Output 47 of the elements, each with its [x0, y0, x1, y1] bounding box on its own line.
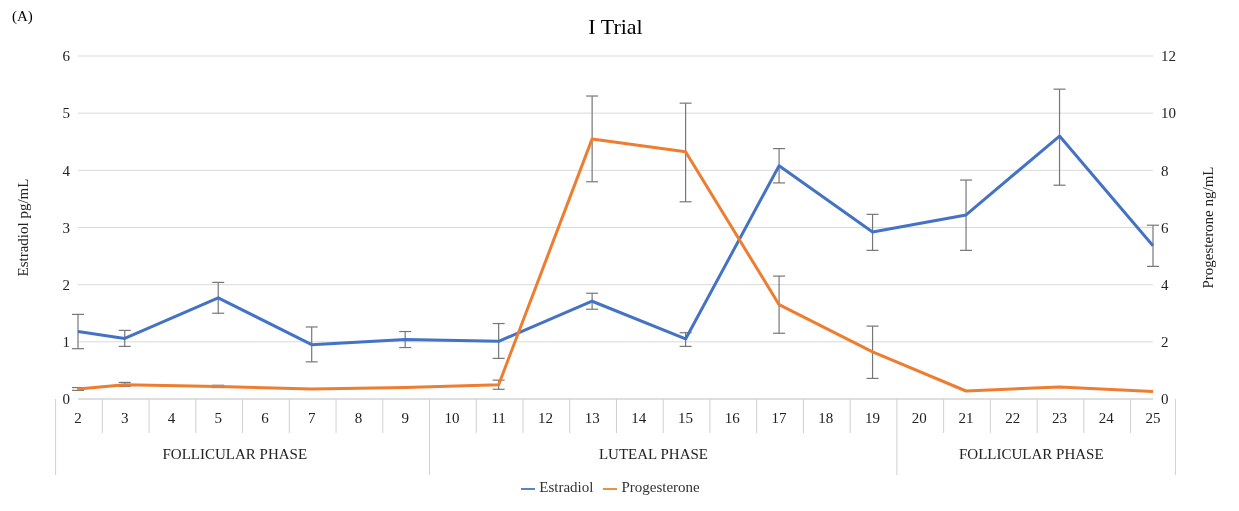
y-tick-label: 4: [62, 162, 71, 179]
x-tick-label: 24: [1098, 410, 1115, 426]
x-tick-label: 23: [1052, 410, 1068, 426]
x-tick-label: 11: [491, 410, 506, 426]
x-tick-label: 10: [444, 410, 460, 426]
x-tick-label: 25: [1145, 410, 1161, 426]
x-tick-label: 17: [771, 410, 788, 426]
y-tick-label: 1: [62, 334, 70, 351]
text: LUTEAL PHASE: [598, 446, 708, 462]
legend-label: Estradiol: [539, 479, 594, 495]
text: FOLLICULAR PHASE: [162, 446, 308, 462]
text: FOLLICULAR PHASE: [958, 446, 1104, 462]
y2-tick-label: 6: [1161, 219, 1169, 236]
x-tick-label: 22: [1005, 410, 1021, 426]
legend-label: Progesterone: [621, 479, 700, 495]
x-tick-label: 16: [724, 410, 741, 426]
y2-tick-label: 4: [1161, 276, 1169, 293]
x-tick-label: 8: [354, 410, 363, 426]
x-tick-label: 21: [958, 410, 974, 426]
x-tick-label: 5: [214, 410, 222, 426]
x-tick-label: 7: [307, 410, 316, 426]
x-tick-label: 18: [818, 410, 834, 426]
y-tick-label: 3: [62, 219, 70, 236]
x-tick-label: 14: [631, 410, 647, 426]
x-tick-label: 15: [678, 410, 694, 426]
y-tick-label: 2: [62, 276, 70, 293]
y-tick-label: 6: [62, 48, 71, 65]
y2-tick-label: 0: [1161, 391, 1169, 408]
x-tick-label: 19: [865, 410, 881, 426]
x-tick-label: 20: [911, 410, 927, 426]
y2-tick-label: 10: [1161, 105, 1176, 122]
x-tick-label: 2: [74, 410, 82, 426]
x-tick-label: 3: [120, 410, 129, 426]
y2-axis-title: Progesterone ng/mL: [1200, 166, 1217, 289]
y2-tick-label: 8: [1161, 162, 1169, 179]
x-tick-label: 12: [537, 410, 553, 426]
x-tick-label: 9: [401, 410, 409, 426]
x-tick-label: 4: [167, 410, 176, 426]
y2-tick-label: 2: [1161, 334, 1169, 351]
y-tick-label: 5: [62, 105, 70, 122]
y-axis-title: Estradiol pg/mL: [15, 178, 32, 277]
y2-tick-label: 12: [1161, 48, 1176, 65]
text: (A): [12, 8, 33, 25]
x-tick-label: 13: [584, 410, 600, 426]
x-tick-label: 6: [261, 410, 270, 426]
chart-title: I Trial: [588, 14, 643, 39]
y-tick-label: 0: [62, 391, 70, 408]
